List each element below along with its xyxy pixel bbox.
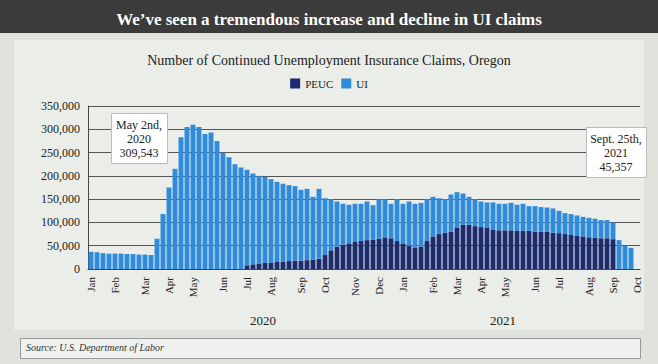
svg-text:Oct: Oct [319,277,331,293]
svg-text:Feb: Feb [427,277,439,294]
svg-text:Sept. 25th,: Sept. 25th, [590,132,642,146]
svg-text:100,000: 100,000 [41,215,80,229]
svg-text:Jun: Jun [529,277,541,293]
svg-text:Feb: Feb [109,277,121,294]
svg-text:Source: U.S. Department of Lab: Source: U.S. Department of Labor [26,342,164,353]
svg-text:May: May [187,277,199,298]
svg-text:Mar: Mar [139,277,151,296]
svg-text:Mar: Mar [451,277,463,296]
svg-text:2020: 2020 [250,313,276,328]
svg-text:Jan: Jan [397,277,409,292]
svg-text:150,000: 150,000 [41,192,80,206]
svg-text:Jul: Jul [553,277,565,290]
svg-text:We’ve seen a tremendous increa: We’ve seen a tremendous increase and dec… [116,10,542,29]
svg-text:UI: UI [356,78,368,90]
svg-text:45,357: 45,357 [600,160,633,174]
svg-text:Apr: Apr [475,277,487,294]
svg-text:May 2nd,: May 2nd, [116,118,162,132]
svg-text:350,000: 350,000 [41,99,80,113]
svg-text:2021: 2021 [490,313,516,328]
svg-text:2021: 2021 [604,146,628,160]
svg-text:Jun: Jun [217,277,229,293]
svg-text:0: 0 [74,262,80,276]
svg-text:309,543: 309,543 [120,146,159,160]
svg-text:Dec: Dec [373,277,385,295]
svg-text:Apr: Apr [163,277,175,294]
svg-text:Number of Continued Unemployme: Number of Continued Unemployment Insuran… [147,53,511,68]
svg-text:Jul: Jul [241,277,253,290]
svg-text:Aug: Aug [265,277,277,296]
svg-text:Sep: Sep [607,277,619,294]
svg-text:Oct: Oct [631,277,643,293]
svg-text:Nov: Nov [349,277,361,296]
svg-text:Jan: Jan [85,277,97,292]
svg-text:50,000: 50,000 [47,239,80,253]
svg-text:Sep: Sep [295,277,307,294]
svg-text:250,000: 250,000 [41,146,80,160]
svg-text:Aug: Aug [583,277,595,296]
svg-text:2020: 2020 [127,132,151,146]
svg-text:200,000: 200,000 [41,169,80,183]
svg-text:May: May [499,277,511,298]
svg-text:300,000: 300,000 [41,122,80,136]
svg-text:PEUC: PEUC [305,78,333,90]
